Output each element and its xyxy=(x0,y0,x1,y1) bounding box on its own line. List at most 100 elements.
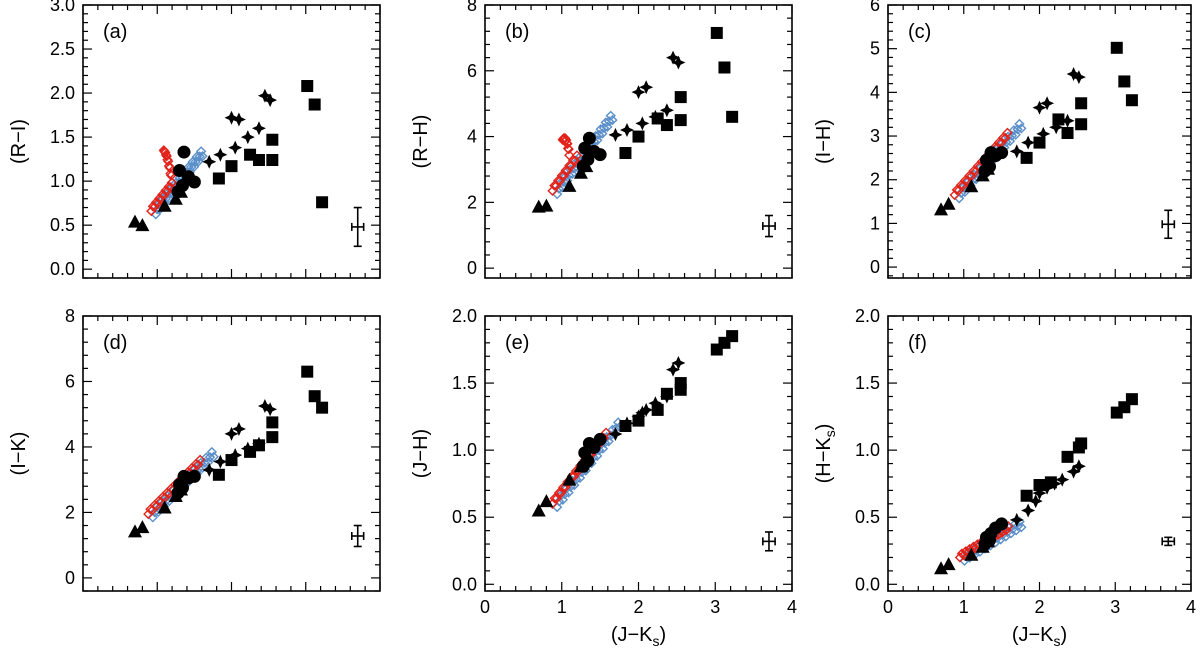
panel-label: (d) xyxy=(103,332,127,354)
axes-frame xyxy=(83,5,380,278)
stars-point xyxy=(213,455,227,469)
plot-area xyxy=(934,42,1138,216)
squares-point xyxy=(309,390,321,402)
squares-point xyxy=(1073,441,1085,453)
error-bar xyxy=(1162,210,1174,238)
error-bar xyxy=(763,532,775,551)
y-tick-label: 6 xyxy=(870,0,880,15)
x-axis-title: (J−Ks) xyxy=(611,624,666,649)
x-tick-label: 4 xyxy=(1186,597,1196,617)
y-tick-label: 2 xyxy=(467,192,477,212)
stars-point xyxy=(228,141,242,155)
circles-point xyxy=(594,148,607,161)
circles-point xyxy=(188,176,201,189)
panel-label: (a) xyxy=(103,21,127,43)
y-tick-label: 0 xyxy=(870,257,880,277)
x-tick-label: 4 xyxy=(787,597,797,617)
x-tick-label: 0 xyxy=(480,597,490,617)
squares-point xyxy=(213,172,225,184)
squares-point xyxy=(1118,75,1130,87)
panel-c: 0 1 2 3 4 5 6 (I−H) (c) xyxy=(813,0,1191,278)
error-bar xyxy=(352,208,364,247)
y-tick-label: 2 xyxy=(870,170,880,190)
x-axis-title-base: (J−K xyxy=(611,624,653,646)
squares-point xyxy=(675,91,687,103)
x-tick-label: 3 xyxy=(1110,597,1120,617)
subscript-s: s xyxy=(653,633,660,649)
panel-label: (c) xyxy=(908,21,931,43)
y-tick-label: 3.0 xyxy=(50,0,75,15)
closing-paren: ) xyxy=(813,424,835,431)
squares-point xyxy=(266,154,278,166)
y-tick-label: 4 xyxy=(467,127,477,147)
y-tick-label: 4 xyxy=(65,437,75,457)
axes-frame xyxy=(83,316,380,591)
panel-e: 0 1 2 3 4 0.0 0.5 1.0 1.5 2.0 (J−H) (J−Ks) (e) xyxy=(410,306,797,649)
error-bar xyxy=(352,526,364,547)
plot-area xyxy=(532,27,738,213)
squares-point xyxy=(301,366,313,378)
squares-point xyxy=(619,147,631,159)
y-tick-label: 8 xyxy=(65,306,75,326)
squares-point xyxy=(301,80,313,92)
y-tick-label: 0.5 xyxy=(452,507,477,527)
y-tick-label: 1 xyxy=(870,213,880,233)
y-tick-label: 4 xyxy=(870,82,880,102)
panel-label: (e) xyxy=(505,332,529,354)
stars-point xyxy=(252,121,266,135)
x-tick-label: 1 xyxy=(557,597,567,617)
closing-paren: ) xyxy=(660,624,667,646)
y-tick-label: 2 xyxy=(65,502,75,522)
y-tick-label: 0.5 xyxy=(50,215,75,235)
axes-frame xyxy=(485,316,792,591)
y-tick-label: 1.5 xyxy=(50,127,75,147)
y-tick-label: 8 xyxy=(467,0,477,15)
plot-area xyxy=(128,80,328,231)
subscript-s: s xyxy=(1054,633,1061,649)
circles-point xyxy=(594,433,607,446)
stars-point xyxy=(635,116,649,130)
squares-point xyxy=(266,431,278,443)
y-tick-label: 1.5 xyxy=(855,373,880,393)
squares-point xyxy=(675,384,687,396)
y-tick-label: 1.5 xyxy=(452,373,477,393)
squares-point xyxy=(226,160,238,172)
y-tick-label: 1.0 xyxy=(855,440,880,460)
y-axis-title: (H−Ks) xyxy=(813,424,838,484)
squares-point xyxy=(1126,94,1138,106)
stars-point xyxy=(213,148,227,162)
y-axis-title: (I−K) xyxy=(8,432,30,476)
panel-b: 0 2 4 6 8 (R−H) (b) xyxy=(410,0,792,278)
panel-label: (b) xyxy=(505,21,529,43)
y-tick-label: 1.0 xyxy=(50,171,75,191)
y-tick-label: 0 xyxy=(467,258,477,278)
squares-point xyxy=(726,111,738,123)
stars-point xyxy=(241,130,255,144)
squares-point xyxy=(1021,490,1033,502)
y-tick-label: 6 xyxy=(467,61,477,81)
error-bar xyxy=(763,216,775,237)
triangles-point xyxy=(135,520,149,533)
squares-point xyxy=(316,196,328,208)
circles-point xyxy=(995,517,1008,530)
squares-point xyxy=(213,469,225,481)
squares-point xyxy=(675,114,687,126)
y-axis-title: (R−H) xyxy=(410,115,432,169)
stars-point xyxy=(1021,504,1035,518)
circles-point xyxy=(995,146,1008,159)
squares-point xyxy=(1111,42,1123,54)
axes-frame xyxy=(888,316,1191,591)
x-axis-title: (J−Ks) xyxy=(1012,624,1067,649)
x-axis-title-base: (J−K xyxy=(1012,624,1054,646)
squares-point xyxy=(1126,393,1138,405)
y-tick-label: 5 xyxy=(870,39,880,59)
y-tick-label: 0 xyxy=(65,568,75,588)
squares-point xyxy=(316,402,328,414)
error-bar xyxy=(1162,537,1174,545)
circles-point xyxy=(188,470,201,483)
circles-point xyxy=(177,146,190,159)
y-tick-label: 0.0 xyxy=(50,259,75,279)
squares-point xyxy=(266,134,278,146)
x-tick-label: 1 xyxy=(959,597,969,617)
squares-point xyxy=(1021,152,1033,164)
